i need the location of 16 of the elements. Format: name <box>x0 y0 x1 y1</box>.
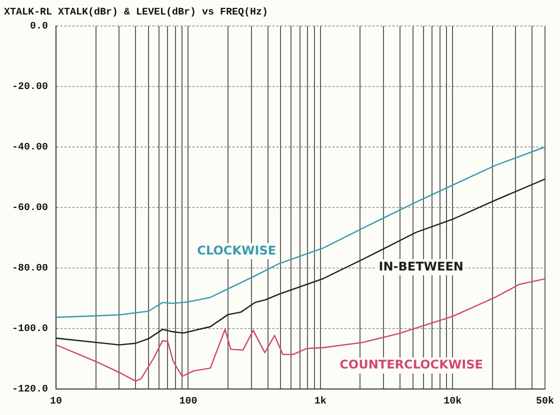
x-tick-label: 10k <box>444 396 462 408</box>
x-tick-label: 10 <box>50 396 62 408</box>
y-tick-label: -60.00 <box>12 203 48 214</box>
chart-title: XTALK-RL XTALK(dBr) & LEVEL(dBr) vs FREQ(Hz) <box>4 6 268 19</box>
y-tick-label: -80.00 <box>12 264 48 275</box>
y-tick-label: -20.00 <box>12 82 48 94</box>
x-tick-label: 50k <box>536 396 554 408</box>
x-tick-label: 100 <box>179 396 198 408</box>
series-label: COUNTERCLOCKWISE <box>340 358 483 372</box>
y-tick-label: -100.0 <box>12 324 48 336</box>
y-tick-label: -40.00 <box>12 142 48 154</box>
x-tick-label: 1k <box>314 396 326 408</box>
y-tick-label: 0.0 <box>30 22 48 33</box>
series-label: CLOCKWISE <box>197 243 276 258</box>
series-label: IN-BETWEEN <box>378 259 464 274</box>
y-tick-label: -120.0 <box>12 384 48 396</box>
